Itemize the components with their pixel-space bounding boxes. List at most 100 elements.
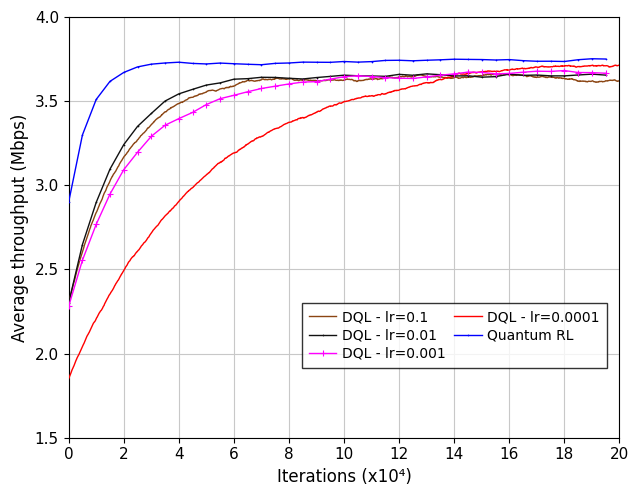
DQL - lr=0.01 <box>189 86 196 92</box>
DQL - lr=0.01 <box>175 91 182 97</box>
DQL - lr=0.01 <box>409 72 417 78</box>
DQL - lr=0.001 <box>602 70 610 76</box>
DQL - lr=0.001 <box>92 221 100 227</box>
Quantum RL <box>423 57 431 63</box>
DQL - lr=0.001 <box>285 81 293 87</box>
DQL - lr=0.01 <box>451 73 458 79</box>
DQL - lr=0.01 <box>533 72 541 78</box>
DQL - lr=0.01 <box>326 74 334 80</box>
DQL - lr=0.01 <box>244 76 252 82</box>
Quantum RL <box>65 199 72 205</box>
Line: DQL - lr=0.001: DQL - lr=0.001 <box>66 68 609 309</box>
DQL - lr=0.01 <box>230 76 237 82</box>
DQL - lr=0.001 <box>588 70 596 76</box>
DQL - lr=0.001 <box>134 149 141 155</box>
Quantum RL <box>340 59 348 65</box>
DQL - lr=0.01 <box>65 300 72 306</box>
DQL - lr=0.01 <box>436 72 444 78</box>
Quantum RL <box>92 96 100 102</box>
DQL - lr=0.001 <box>506 71 513 77</box>
DQL - lr=0.01 <box>299 76 307 82</box>
Quantum RL <box>519 58 527 64</box>
Quantum RL <box>134 64 141 70</box>
Quantum RL <box>506 57 513 63</box>
DQL - lr=0.0001 <box>600 63 607 69</box>
DQL - lr=0.1 <box>318 78 326 84</box>
DQL - lr=0.01 <box>147 110 155 116</box>
DQL - lr=0.01 <box>561 73 568 79</box>
DQL - lr=0.001 <box>258 85 266 91</box>
DQL - lr=0.01 <box>354 73 362 79</box>
DQL - lr=0.1 <box>65 300 72 306</box>
DQL - lr=0.01 <box>423 71 431 77</box>
Quantum RL <box>230 61 237 67</box>
DQL - lr=0.001 <box>423 74 431 80</box>
DQL - lr=0.001 <box>409 76 417 82</box>
Quantum RL <box>258 62 266 68</box>
Quantum RL <box>106 79 114 84</box>
DQL - lr=0.01 <box>271 75 279 81</box>
DQL - lr=0.01 <box>464 73 472 79</box>
DQL - lr=0.01 <box>161 98 169 104</box>
DQL - lr=0.001 <box>381 75 389 81</box>
DQL - lr=0.001 <box>451 71 458 77</box>
Quantum RL <box>326 59 334 65</box>
DQL - lr=0.1 <box>600 79 607 84</box>
DQL - lr=0.01 <box>574 72 582 78</box>
DQL - lr=0.01 <box>492 74 499 80</box>
DQL - lr=0.0001 <box>616 62 623 68</box>
DQL - lr=0.1 <box>499 71 506 77</box>
Y-axis label: Average throughput (Mbps): Average throughput (Mbps) <box>11 113 29 341</box>
Quantum RL <box>547 58 554 64</box>
DQL - lr=0.01 <box>381 74 389 80</box>
Quantum RL <box>574 57 582 63</box>
Quantum RL <box>161 60 169 66</box>
DQL - lr=0.001 <box>120 166 127 172</box>
DQL - lr=0.01 <box>506 71 513 77</box>
Quantum RL <box>533 58 541 64</box>
DQL - lr=0.001 <box>230 92 237 98</box>
Quantum RL <box>120 70 127 76</box>
Quantum RL <box>299 59 307 65</box>
DQL - lr=0.0001 <box>93 315 100 321</box>
DQL - lr=0.01 <box>602 72 610 78</box>
Quantum RL <box>271 60 279 66</box>
DQL - lr=0.001 <box>396 75 403 81</box>
DQL - lr=0.01 <box>547 73 554 79</box>
DQL - lr=0.001 <box>561 68 568 74</box>
Quantum RL <box>602 56 610 62</box>
DQL - lr=0.01 <box>478 74 486 80</box>
DQL - lr=0.001 <box>189 109 196 115</box>
Quantum RL <box>285 60 293 66</box>
Legend: DQL - lr=0.1, DQL - lr=0.01, DQL - lr=0.001, DQL - lr=0.0001, Quantum RL: DQL - lr=0.1, DQL - lr=0.01, DQL - lr=0.… <box>301 303 607 368</box>
Quantum RL <box>216 60 224 66</box>
Line: DQL - lr=0.1: DQL - lr=0.1 <box>68 74 620 303</box>
Quantum RL <box>464 57 472 63</box>
DQL - lr=0.001 <box>478 70 486 76</box>
Quantum RL <box>79 132 86 138</box>
DQL - lr=0.0001 <box>318 107 326 113</box>
Quantum RL <box>147 61 155 67</box>
X-axis label: Iterations (x10⁴): Iterations (x10⁴) <box>276 468 412 486</box>
DQL - lr=0.001 <box>533 68 541 74</box>
DQL - lr=0.001 <box>65 304 72 310</box>
Quantum RL <box>561 59 568 65</box>
DQL - lr=0.001 <box>106 191 114 197</box>
DQL - lr=0.01 <box>519 73 527 79</box>
DQL - lr=0.1 <box>616 78 623 83</box>
DQL - lr=0.01 <box>285 76 293 82</box>
DQL - lr=0.001 <box>147 133 155 139</box>
DQL - lr=0.01 <box>92 199 100 205</box>
DQL - lr=0.001 <box>354 73 362 79</box>
DQL - lr=0.01 <box>106 166 114 172</box>
DQL - lr=0.0001 <box>333 101 340 107</box>
Line: DQL - lr=0.01: DQL - lr=0.01 <box>67 72 607 305</box>
DQL - lr=0.001 <box>202 101 210 107</box>
DQL - lr=0.001 <box>547 69 554 75</box>
Quantum RL <box>451 56 458 62</box>
DQL - lr=0.1 <box>93 209 100 215</box>
Quantum RL <box>313 59 321 65</box>
DQL - lr=0.01 <box>258 75 266 81</box>
Quantum RL <box>436 57 444 63</box>
Line: DQL - lr=0.0001: DQL - lr=0.0001 <box>68 65 620 379</box>
